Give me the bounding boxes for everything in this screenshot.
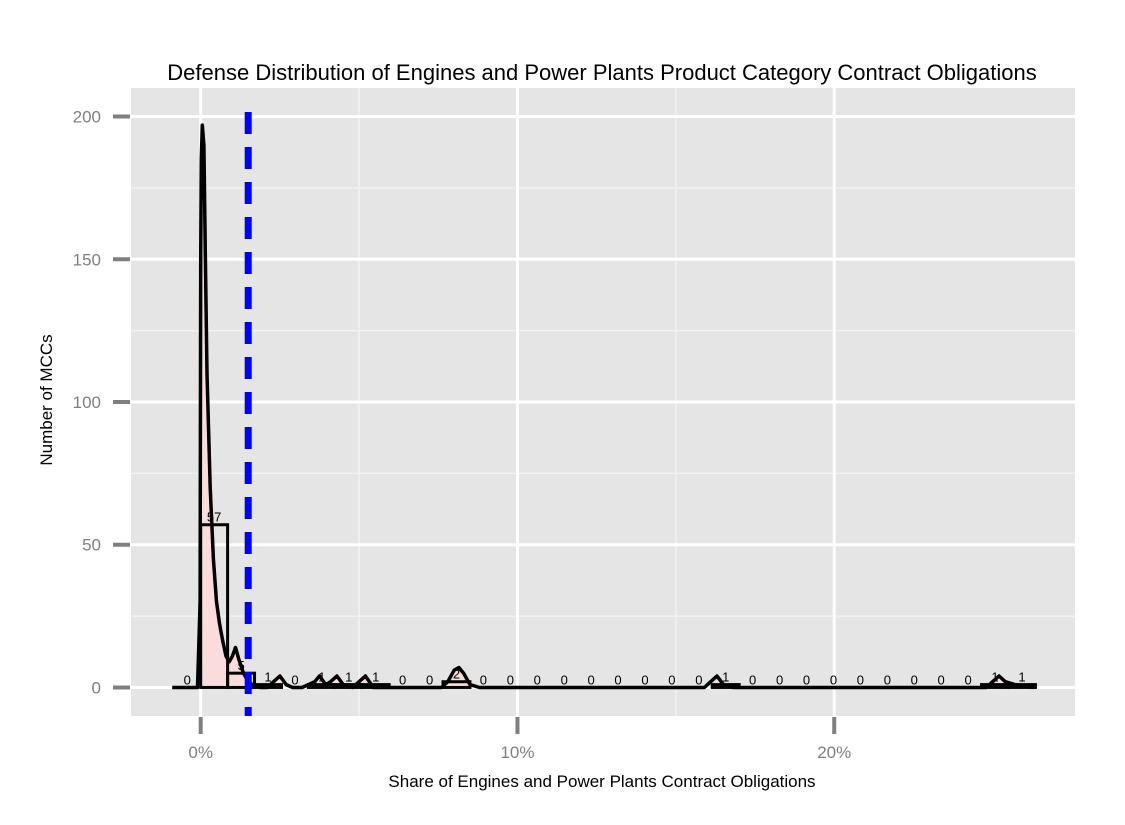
bin-count-label: 1 (264, 670, 271, 685)
x-axis: 0% 10% 20% (188, 717, 851, 762)
bin-count-label: 2 (453, 667, 460, 682)
bin-count-label: 0 (291, 672, 298, 687)
y-axis-title: Number of MCCs (37, 334, 56, 465)
bin-count-label: 0 (803, 672, 810, 687)
histogram-bar (306, 683, 337, 689)
histogram-bar (333, 683, 364, 689)
histogram-bar (253, 683, 283, 689)
bin-count-label: 0 (641, 672, 648, 687)
histogram-bar (441, 680, 472, 689)
histogram-bar (199, 523, 230, 689)
y-tick-label: 0 (92, 678, 101, 697)
chart-title: Defense Distribution of Engines and Powe… (167, 60, 1036, 85)
bin-count-label: 0 (857, 672, 864, 687)
y-axis: 0 50 100 150 200 (73, 108, 130, 697)
bin-count-label: 0 (534, 672, 541, 687)
bin-count-label: 1 (722, 670, 729, 685)
y-tick-label: 100 (73, 393, 101, 412)
bin-count-label: 0 (776, 672, 783, 687)
bin-count-label: 1 (991, 670, 998, 685)
bin-count-label: 0 (426, 672, 433, 687)
bin-count-label: 0 (614, 672, 621, 687)
bin-count-label: 0 (561, 672, 568, 687)
bin-count-label: 0 (911, 672, 918, 687)
histogram-bar (710, 683, 741, 689)
x-axis-title: Share of Engines and Power Plants Contra… (388, 772, 815, 791)
bin-count-label: 1 (372, 670, 379, 685)
bin-count-label: 0 (480, 672, 487, 687)
histogram-bar (360, 683, 391, 689)
y-tick-label: 150 (73, 250, 101, 269)
y-tick-label: 50 (82, 536, 101, 555)
y-tick-label: 200 (73, 108, 101, 127)
bin-count-label: 5 (237, 658, 244, 673)
bin-count-label: 0 (668, 672, 675, 687)
histogram-bar (980, 683, 1010, 689)
bin-count-labels: 0 57 5 1 0 1 1 1 0 0 2 0 0 0 0 0 0 0 0 0 1 0 0 0 0 0 0 0 0 0 1 1 (184, 510, 1026, 688)
bin-count-label: 0 (399, 672, 406, 687)
bin-count-label: 0 (749, 672, 756, 687)
x-tick-label: 0% (188, 743, 213, 762)
bin-count-label: 0 (507, 672, 514, 687)
bin-count-label: 0 (588, 672, 595, 687)
bin-count-label: 0 (184, 672, 191, 687)
bin-count-label: 0 (884, 672, 891, 687)
x-tick-label: 10% (500, 743, 534, 762)
histogram-bar (226, 671, 257, 689)
histogram-bar (1006, 683, 1037, 689)
bin-count-label: 1 (345, 670, 352, 685)
bin-count-label: 0 (830, 672, 837, 687)
bin-count-label: 0 (938, 672, 945, 687)
bin-count-label: 0 (695, 672, 702, 687)
bin-count-label: 1 (1018, 670, 1025, 685)
histogram-bars (199, 523, 1037, 689)
bin-count-label: 57 (207, 510, 221, 525)
x-tick-label: 20% (817, 743, 851, 762)
bin-count-label: 1 (318, 670, 325, 685)
bin-count-label: 0 (964, 672, 971, 687)
